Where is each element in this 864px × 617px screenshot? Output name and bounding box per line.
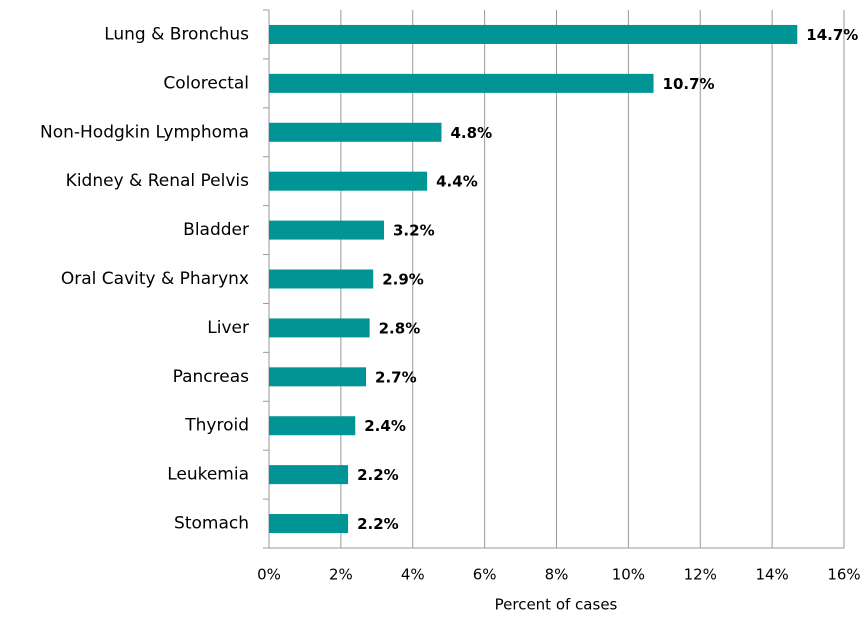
bar: [269, 514, 349, 534]
y-tick-label: Lung & Bronchus: [104, 24, 249, 44]
y-tick-label: Colorectal: [163, 73, 249, 93]
value-label: 2.4%: [364, 417, 406, 435]
y-tick-label: Bladder: [183, 220, 249, 240]
bar: [269, 416, 356, 436]
value-label: 4.8%: [451, 124, 493, 142]
x-tick-label: 4%: [401, 566, 425, 584]
value-label: 14.7%: [806, 26, 858, 44]
y-tick-label: Leukemia: [167, 465, 249, 485]
bar: [269, 220, 384, 240]
x-tick-label: 12%: [684, 566, 717, 584]
value-label: 3.2%: [393, 222, 435, 240]
bar: [269, 122, 442, 142]
x-tick-label: 16%: [827, 566, 860, 584]
y-tick-label: Oral Cavity & Pharynx: [61, 269, 249, 289]
x-tick-label: 10%: [612, 566, 645, 584]
value-label: 2.8%: [379, 319, 421, 337]
y-tick-label: Pancreas: [173, 367, 250, 387]
bar: [269, 318, 370, 338]
bar: [269, 367, 367, 387]
x-axis-title: Percent of cases: [495, 596, 618, 614]
x-tick-label: 14%: [755, 566, 788, 584]
value-label: 2.2%: [357, 515, 399, 533]
y-tick-label: Kidney & Renal Pelvis: [66, 171, 249, 191]
value-label: 2.2%: [357, 466, 399, 484]
value-label: 2.7%: [375, 368, 417, 386]
x-tick-label: 0%: [257, 566, 281, 584]
y-tick-label: Stomach: [174, 514, 249, 534]
value-label: 2.9%: [382, 271, 424, 289]
bar: [269, 171, 428, 191]
x-tick-label: 6%: [473, 566, 497, 584]
bar: [269, 24, 798, 44]
x-tick-label: 8%: [545, 566, 569, 584]
bar: [269, 465, 349, 485]
x-tick-label: 2%: [329, 566, 353, 584]
y-tick-label: Thyroid: [184, 416, 249, 436]
bar: [269, 73, 654, 93]
y-tick-label: Non-Hodgkin Lymphoma: [40, 122, 249, 142]
bar: [269, 269, 374, 289]
value-label: 10.7%: [663, 75, 715, 93]
value-label: 4.4%: [436, 173, 478, 191]
y-tick-label: Liver: [207, 318, 249, 338]
